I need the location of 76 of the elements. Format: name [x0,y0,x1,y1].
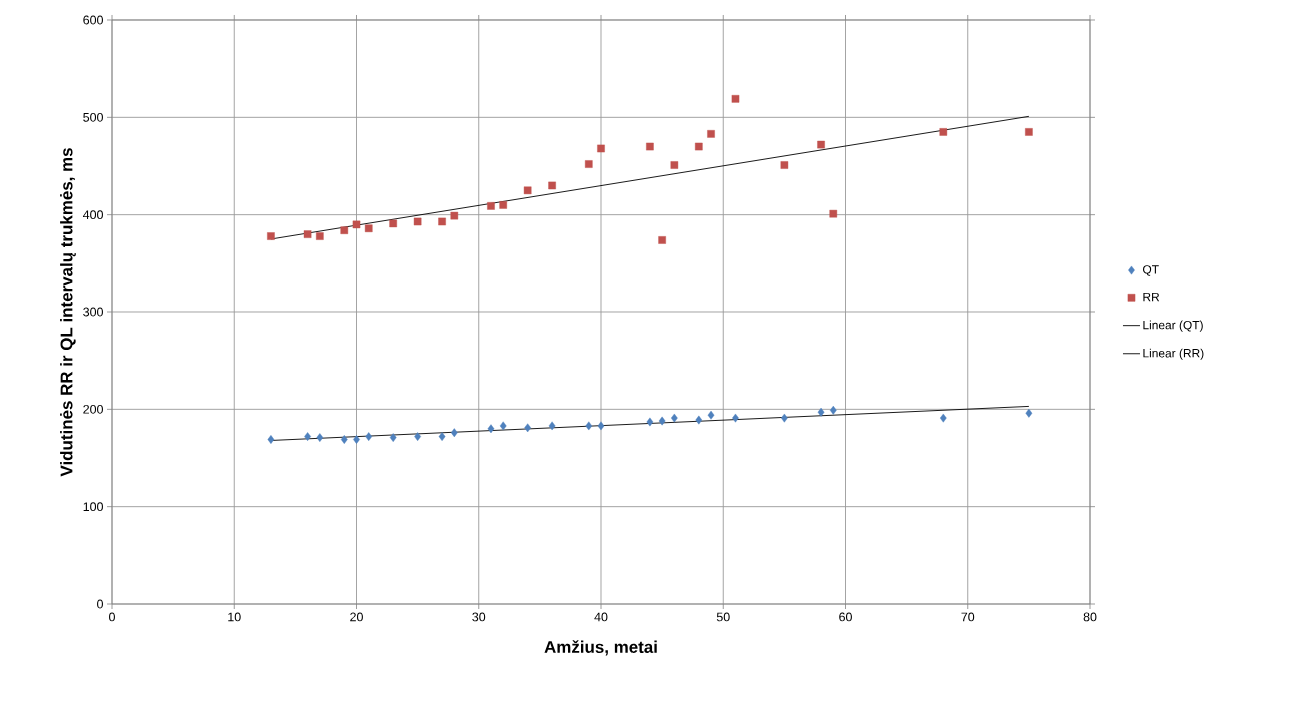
point [817,407,825,417]
legend-label: RR [1143,292,1160,302]
point [303,230,312,238]
point [707,130,715,138]
point [524,423,531,433]
y-tick-label: 0 [97,599,103,609]
point [781,413,788,423]
point [389,219,397,228]
legend-label: Linear (QT) [1143,320,1203,332]
point [671,413,678,423]
point [939,413,947,423]
point [487,202,495,210]
point [438,217,446,226]
point [267,232,275,240]
point [829,209,838,218]
x-tick-label: 20 [350,612,363,622]
point [413,217,422,226]
point [340,226,349,235]
point [364,224,373,233]
point [780,161,789,169]
x-tick-label: 40 [594,612,608,622]
y-tick-label: 100 [83,502,103,512]
point [304,432,311,441]
point [585,421,593,431]
point [316,433,324,442]
legend-label: QT [1143,265,1159,276]
point [707,410,715,420]
point [499,421,507,431]
point [695,142,703,151]
x-tick-label: 30 [472,612,486,622]
x-axis-title: Amžius, metai [544,640,657,656]
point [597,144,605,153]
y-tick-label: 600 [83,15,103,25]
point [658,416,666,426]
point [732,413,739,423]
point [1025,408,1033,418]
point [1025,128,1033,136]
point [316,232,324,240]
x-tick-label: 0 [109,612,115,622]
point [597,421,605,431]
point [353,435,360,444]
point [450,428,458,438]
point [450,211,459,220]
x-tick-label: 60 [839,612,852,622]
point [829,405,837,415]
y-tick-label: 400 [82,210,103,220]
x-tick-label: 80 [1083,612,1097,622]
point [646,417,654,427]
x-tick-label: 50 [716,612,730,622]
point [817,140,825,149]
point [658,236,666,244]
point [646,142,654,151]
y-axis-title: Vidutinės RR ir QL intervalų trukmės, ms [60,148,76,477]
point [438,432,446,441]
point [731,95,740,103]
x-tick-label: 10 [228,612,241,622]
point [523,186,532,195]
legend-label: Linear (RR) [1143,348,1204,360]
point [267,435,275,444]
y-tick-label: 200 [83,404,103,414]
point [695,415,703,425]
point [584,160,593,168]
point [365,432,373,441]
point [670,161,679,169]
point [487,424,495,434]
point [352,220,361,229]
point [548,181,556,190]
point [389,433,397,442]
x-tick-label: 70 [961,612,975,622]
point [414,432,421,441]
point [340,435,348,444]
point [939,128,948,136]
point [548,421,556,431]
y-tick-label: 500 [83,112,103,122]
y-tick-label: 300 [83,307,103,317]
point [499,201,507,209]
